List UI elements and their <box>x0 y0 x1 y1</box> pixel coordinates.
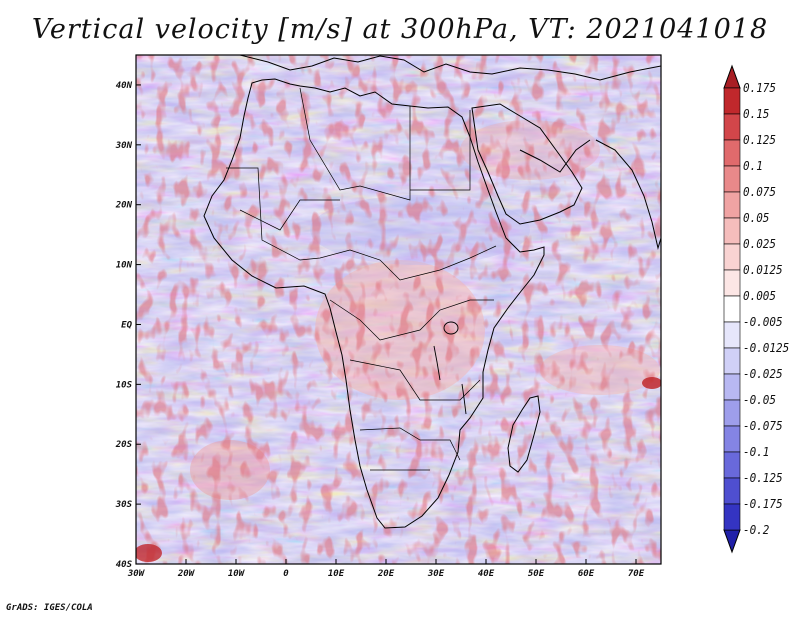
madagascar-coastline <box>507 395 541 473</box>
lat-tick-label: 20N <box>115 201 133 211</box>
colorbar-label: -0.2 <box>743 523 769 537</box>
colorbar-label: 0.05 <box>743 211 769 225</box>
lon-tick-label: 20W <box>177 569 196 579</box>
colorbar-swatch <box>723 425 741 453</box>
colorbar-label: 0.15 <box>743 107 769 121</box>
lake-victoria <box>443 321 459 335</box>
page-title: Vertical velocity [m/s] at 300hPa, VT: 2… <box>31 14 769 45</box>
colorbar-swatch <box>723 373 741 401</box>
country-borders <box>226 87 497 471</box>
colorbar-min-arrow <box>723 529 741 554</box>
lake-malawi <box>461 383 467 415</box>
colorbar-swatch <box>723 451 741 479</box>
colorbar-swatch <box>723 217 741 245</box>
border <box>349 245 497 281</box>
europe-coastline <box>239 55 661 81</box>
lon-tick-label: 60E <box>578 569 595 579</box>
border <box>299 87 411 201</box>
lat-tick-label: 40S <box>116 560 133 570</box>
colorbar-label: 0.025 <box>743 237 776 251</box>
grads-credit: GrADS: IGES/COLA <box>6 603 93 613</box>
lat-tick-label: 40N <box>116 81 133 91</box>
colorbar-swatch <box>723 87 741 115</box>
colorbar-swatch <box>723 113 741 141</box>
lon-tick-label: 50E <box>528 569 545 579</box>
gulf-coastline <box>519 139 591 173</box>
coastlines <box>203 55 661 529</box>
lake-tanganyika <box>433 345 441 381</box>
colorbar-label: 0.0125 <box>743 263 783 277</box>
colorbar-swatch <box>723 139 741 167</box>
colorbar-swatch <box>723 347 741 375</box>
colorbar-label: -0.005 <box>743 315 783 329</box>
colorbar-label: 0.075 <box>743 185 776 199</box>
colorbar-swatch <box>723 243 741 271</box>
africa-coastline <box>203 78 545 529</box>
colorbar-swatch <box>723 191 741 219</box>
colorbar-label: -0.025 <box>743 367 783 381</box>
lat-tick-label: 10N <box>116 261 133 271</box>
colorbar-label: -0.075 <box>743 419 783 433</box>
colorbar-swatch <box>723 269 741 297</box>
arabia-coastline <box>471 103 583 225</box>
lat-tick-label: EQ <box>121 320 132 330</box>
colorbar-label: 0.005 <box>743 289 776 303</box>
lon-tick-label: 20E <box>377 569 395 579</box>
lat-tick-label: 30N <box>115 141 133 151</box>
lon-tick-label: 10W <box>228 569 246 579</box>
colorbar-label: 0.175 <box>743 81 776 95</box>
map-field <box>136 55 661 564</box>
colorbar-swatch <box>723 503 741 531</box>
colorbar-label: -0.0125 <box>743 341 789 355</box>
colorbar-label: 0.125 <box>743 133 776 147</box>
colorbar-label: -0.05 <box>743 393 776 407</box>
colorbar-swatch <box>723 321 741 349</box>
lon-tick-label: 30E <box>427 569 445 579</box>
border <box>239 199 340 231</box>
colorbar-swatch <box>723 295 741 323</box>
border <box>349 359 481 401</box>
lon-tick-label: 30W <box>127 569 146 579</box>
colorbar-max-arrow <box>723 64 741 89</box>
colorbar-label: -0.175 <box>743 497 783 511</box>
lat-tick-label: 30S <box>115 500 133 510</box>
map-frame <box>135 54 662 565</box>
lat-tick-label: 20S <box>115 440 133 450</box>
border <box>359 427 461 461</box>
lon-tick-label: 0 <box>283 569 289 579</box>
colorbar: 0.175 0.15 0.125 0.1 0.075 0.05 0.025 0.0125 0.0… <box>723 64 789 554</box>
border <box>226 167 351 261</box>
border <box>329 299 494 341</box>
lon-tick-label: 40E <box>478 569 495 579</box>
india-coastline <box>595 139 661 250</box>
colorbar-swatch <box>723 477 741 505</box>
colorbar-label: -0.125 <box>743 471 783 485</box>
colorbar-swatch <box>723 165 741 193</box>
colorbar-label: 0.1 <box>743 159 763 173</box>
lat-tick-label: 10S <box>116 380 133 390</box>
colorbar-label: -0.1 <box>743 445 769 459</box>
lon-tick-label: 10E <box>328 569 345 579</box>
lakes <box>433 321 467 415</box>
colorbar-swatch <box>723 399 741 427</box>
border <box>410 110 471 191</box>
lon-tick-label: 70E <box>628 569 645 579</box>
